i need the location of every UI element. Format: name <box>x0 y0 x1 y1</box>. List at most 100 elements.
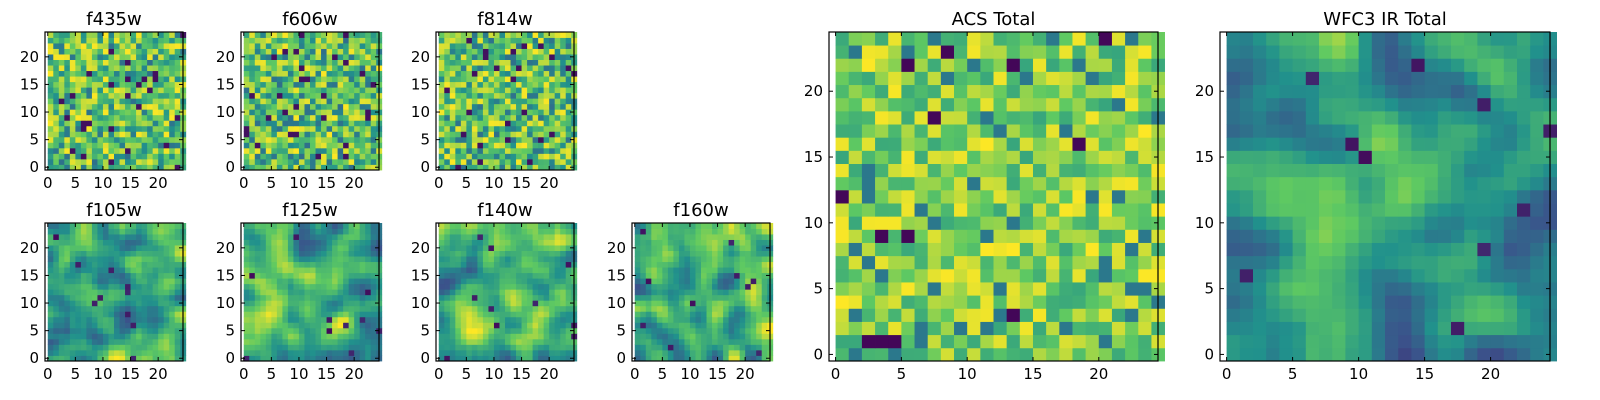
heatmap-cell <box>91 43 98 49</box>
heatmap-cell <box>249 355 256 362</box>
heatmap-cell <box>130 311 137 318</box>
heatmap-cell <box>861 295 876 309</box>
heatmap-cell <box>1111 347 1126 362</box>
heatmap-cell <box>634 245 641 251</box>
heatmap-cell <box>114 349 120 356</box>
heatmap-cell <box>527 76 533 83</box>
heatmap-cell <box>634 272 641 279</box>
heatmap-cell <box>365 223 372 229</box>
heatmap-cell <box>634 250 641 257</box>
heatmap-cell <box>260 228 267 235</box>
heatmap-cell <box>521 153 528 160</box>
heatmap-cell <box>293 54 300 60</box>
heatmap-cell <box>728 261 735 268</box>
heatmap-cell <box>471 131 478 138</box>
heatmap-cell <box>315 267 322 274</box>
heatmap-cell <box>365 278 372 285</box>
heatmap-cell <box>86 103 93 110</box>
heatmap-cell <box>315 59 322 66</box>
heatmap-cell <box>1032 268 1047 283</box>
heatmap-cell <box>119 158 126 165</box>
heatmap-cell <box>734 245 741 251</box>
heatmap-cell <box>488 272 495 279</box>
heatmap-cell <box>152 261 159 268</box>
heatmap-cell <box>158 322 165 329</box>
heatmap-cell <box>310 327 316 334</box>
heatmap-cell <box>532 355 539 362</box>
heatmap-cell <box>293 142 300 149</box>
heatmap-cell <box>174 120 181 127</box>
heatmap-cell <box>141 300 148 307</box>
heatmap-cell <box>315 294 322 301</box>
heatmap-cell <box>310 37 316 44</box>
heatmap-cell <box>304 250 311 257</box>
heatmap-cell <box>684 294 691 301</box>
heatmap-cell <box>1006 295 1021 309</box>
heatmap-cell <box>293 92 300 99</box>
heatmap-cell <box>1138 321 1152 336</box>
heatmap-cell <box>69 120 76 127</box>
heatmap-cell <box>745 333 752 340</box>
heatmap-cell <box>980 176 994 191</box>
heatmap-cell <box>130 164 137 171</box>
heatmap-cell <box>365 164 372 171</box>
heatmap-cell <box>298 234 305 240</box>
heatmap-cell <box>739 283 746 290</box>
heatmap-cell <box>645 338 652 345</box>
heatmap-cell <box>449 278 456 285</box>
heatmap-cell <box>466 92 473 99</box>
heatmap-cell <box>343 245 350 251</box>
heatmap-cell <box>282 322 289 329</box>
heatmap-cell <box>119 131 126 138</box>
heatmap-cell <box>488 92 495 99</box>
heatmap-cell <box>287 43 294 49</box>
heatmap-cell <box>69 114 76 121</box>
heatmap-cell <box>130 142 137 149</box>
heatmap-cell <box>717 234 724 240</box>
heatmap-cell <box>673 267 680 274</box>
heatmap-cell <box>750 327 757 334</box>
heatmap-cell <box>102 294 109 301</box>
heatmap-cell <box>466 48 473 55</box>
heatmap-cell <box>337 92 344 99</box>
heatmap-cell <box>276 338 283 345</box>
heatmap-cell <box>114 153 120 160</box>
heatmap-cell <box>86 153 93 160</box>
heatmap-cell <box>739 338 746 345</box>
heatmap-cell <box>310 316 316 323</box>
heatmap-cell <box>565 278 572 285</box>
heatmap-cell <box>848 176 863 191</box>
heatmap-cell <box>510 333 517 340</box>
heatmap-cell <box>488 48 495 55</box>
heatmap-cell <box>488 228 495 235</box>
heatmap-cell <box>243 131 250 138</box>
heatmap-cell <box>554 37 561 44</box>
heatmap-cell <box>549 59 556 66</box>
heatmap-cell <box>482 125 489 132</box>
heatmap-cell <box>554 114 561 121</box>
heatmap-cell <box>348 333 355 340</box>
heatmap-cell <box>538 48 545 55</box>
heatmap-cell <box>493 261 500 268</box>
heatmap-cell <box>152 81 159 88</box>
heatmap-cell <box>455 32 462 38</box>
heatmap-cell <box>365 333 372 340</box>
heatmap-cell <box>254 120 261 127</box>
heatmap-cell <box>532 322 539 329</box>
heatmap-cell <box>695 300 702 307</box>
heatmap-cell <box>114 311 120 318</box>
heatmap-cell <box>298 131 305 138</box>
heatmap-cell <box>271 153 278 160</box>
heatmap-cell <box>53 245 60 251</box>
heatmap-cell <box>147 136 154 143</box>
heatmap-cell <box>940 295 955 309</box>
heatmap-cell <box>365 344 372 351</box>
heatmap-cell <box>69 322 76 329</box>
heatmap-cell <box>689 311 696 318</box>
heatmap-cell <box>444 289 451 296</box>
heatmap-cell <box>147 272 154 279</box>
heatmap-cell <box>554 125 561 132</box>
x-tick-label: 5 <box>267 174 277 192</box>
heatmap-cell <box>1032 242 1047 257</box>
heatmap-cell <box>332 37 338 44</box>
